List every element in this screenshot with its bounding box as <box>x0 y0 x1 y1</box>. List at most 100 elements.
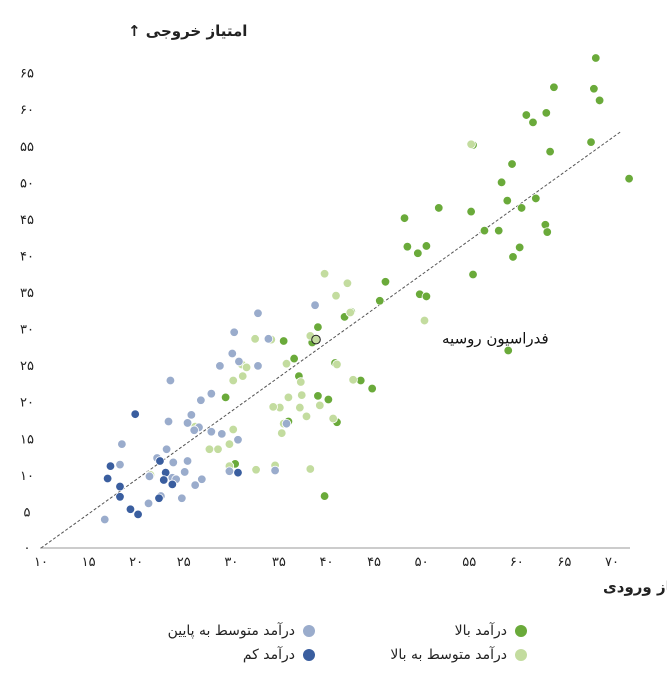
x-tick-label: ۵۰ <box>415 555 429 570</box>
y-tick-label: ۲۰ <box>20 396 34 411</box>
point-upper-middle-income <box>213 444 223 454</box>
point-upper-middle-income <box>277 428 287 438</box>
point-high-income <box>494 225 504 236</box>
point-upper-middle-income <box>296 377 306 387</box>
x-tick-label: ۶۰ <box>510 555 524 570</box>
point-lower-middle-income <box>168 457 178 468</box>
x-tick-label: ۴۵ <box>367 555 381 570</box>
point-upper-middle-income <box>319 269 330 279</box>
point-upper-middle-income <box>301 411 312 422</box>
point-lower-middle-income <box>227 348 237 359</box>
legend-item-lower-middle-income[interactable]: درآمد متوسط به پایین <box>140 623 315 639</box>
x-tick-label: ۶۵ <box>557 555 571 570</box>
point-lower-middle-income <box>206 427 217 437</box>
point-upper-middle-income <box>305 464 316 474</box>
x-tick-label: ۷۰ <box>605 555 619 570</box>
legend-label-high: درآمد بالا <box>454 623 507 639</box>
point-lower-middle-income <box>189 425 199 435</box>
x-tick-label: ۳۰ <box>224 555 238 570</box>
x-tick-label: ۱۵ <box>82 555 96 570</box>
legend: درآمد متوسط به پایین درآمد کم درآمد بالا… <box>0 615 667 675</box>
point-high-income <box>624 173 634 184</box>
point-upper-middle-income <box>228 375 238 386</box>
point-lower-middle-income <box>197 474 207 484</box>
point-lower-middle-income <box>206 388 217 399</box>
point-high-income <box>531 193 541 204</box>
legend-label-upper-middle: درآمد متوسط به بالا <box>390 647 507 663</box>
point-lower-middle-income <box>263 334 274 344</box>
point-lower-middle-income <box>144 471 155 482</box>
point-high-income <box>319 491 330 501</box>
point-lower-middle-income <box>270 465 280 476</box>
point-lower-middle-income <box>163 416 174 427</box>
x-tick-label: ۱۰ <box>34 555 48 570</box>
x-tick-label: ۲۵ <box>177 555 191 570</box>
y-tick-label: ۶۰ <box>20 103 34 118</box>
point-low-income <box>155 456 165 466</box>
point-upper-middle-income <box>224 439 235 449</box>
point-lower-middle-income <box>182 418 193 428</box>
point-lower-middle-income <box>281 418 292 429</box>
y-tick-label: ۵۵ <box>20 140 34 155</box>
point-high-income <box>528 117 538 128</box>
legend-label-lower-middle: درآمد متوسط به پایین <box>167 623 295 639</box>
legend-item-upper-middle-income[interactable]: درآمد متوسط به بالا <box>367 647 527 663</box>
point-low-income <box>159 475 169 485</box>
point-high-income <box>521 110 532 120</box>
point-upper-middle-income <box>295 402 305 413</box>
point-upper-middle-income <box>204 444 215 454</box>
point-low-income <box>125 504 136 514</box>
point-high-income <box>220 392 231 403</box>
point-high-income <box>502 195 512 206</box>
y-tick-label: ۴۰ <box>20 249 34 264</box>
point-upper-middle-income <box>332 359 342 370</box>
point-high-income <box>594 95 605 106</box>
y-axis-title: امتیاز خروجی ↑ <box>128 22 247 40</box>
legend-label-low: درآمد کم <box>242 647 295 663</box>
point-high-income <box>591 53 601 63</box>
x-tick-label: ۳۵ <box>272 555 286 570</box>
point-low-income <box>154 493 164 503</box>
point-lower-middle-income <box>224 466 235 476</box>
point-high-income <box>289 353 299 364</box>
y-tick-label: ۳۰ <box>20 323 34 338</box>
point-upper-middle-income <box>328 413 338 424</box>
point-low-income <box>167 479 178 490</box>
y-tick-label: ۱۵ <box>20 432 34 447</box>
x-tick-label: ۴۰ <box>319 555 333 570</box>
point-high-income <box>508 252 518 262</box>
point-high-income <box>496 177 507 188</box>
point-lower-middle-income <box>182 456 193 466</box>
legend-dot-low <box>303 649 315 661</box>
point-upper-middle-income <box>419 315 430 326</box>
point-upper-middle-income <box>342 278 353 288</box>
point-upper-middle-income <box>228 424 238 435</box>
point-low-income <box>130 409 140 419</box>
point-lower-middle-income <box>177 493 187 503</box>
point-upper-middle-income <box>251 465 261 475</box>
point-annotated <box>311 334 321 345</box>
legend-dot-high <box>515 625 527 637</box>
y-tick-label: ۲۵ <box>20 359 34 374</box>
point-upper-middle-income <box>345 307 355 318</box>
point-low-income <box>105 461 116 471</box>
y-tick-label: ۱۰ <box>20 469 34 484</box>
scatter-chart: امتیاز خروجی ↑ ← امتیاز ورودی ۵ ۱۰ ۱۵ ۲۰ ۲۵ ۳… <box>20 22 667 596</box>
legend-item-low-income[interactable]: درآمد کم <box>140 647 315 663</box>
point-high-income <box>399 213 410 223</box>
point-lower-middle-income <box>234 356 244 367</box>
x-tick-label: ۲۰ <box>129 555 143 570</box>
point-high-income <box>542 227 552 237</box>
point-high-income <box>402 241 413 252</box>
point-lower-middle-income <box>190 480 200 490</box>
point-lower-middle-income <box>196 395 206 405</box>
point-lower-middle-income <box>215 361 225 371</box>
point-high-income <box>514 242 525 253</box>
point-low-income <box>233 467 243 478</box>
point-upper-middle-income <box>268 402 278 412</box>
point-high-income <box>549 82 559 92</box>
point-upper-middle-income <box>348 375 358 385</box>
point-high-income <box>313 322 323 332</box>
point-low-income <box>115 481 125 492</box>
legend-item-high-income[interactable]: درآمد بالا <box>367 623 527 639</box>
